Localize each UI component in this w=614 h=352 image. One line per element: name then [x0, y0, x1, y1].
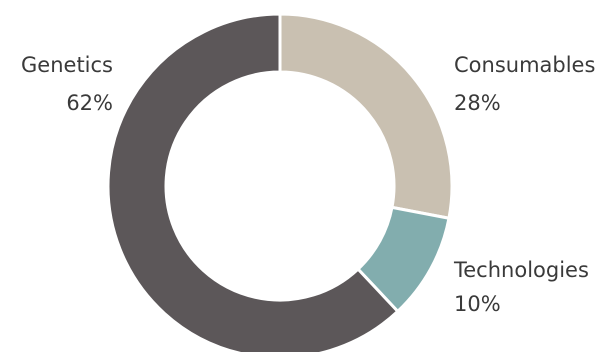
slice-genetics [106, 12, 400, 352]
slice-value-genetics: 62% [66, 91, 113, 115]
slice-label-consumables: Consumables [454, 53, 595, 77]
slice-label-genetics: Genetics [21, 53, 113, 77]
slice-label-technologies: Technologies [453, 258, 589, 282]
slice-value-technologies: 10% [454, 292, 501, 316]
slice-value-consumables: 28% [454, 91, 501, 115]
slice-consumables [278, 12, 454, 220]
donut-slices [106, 12, 454, 352]
